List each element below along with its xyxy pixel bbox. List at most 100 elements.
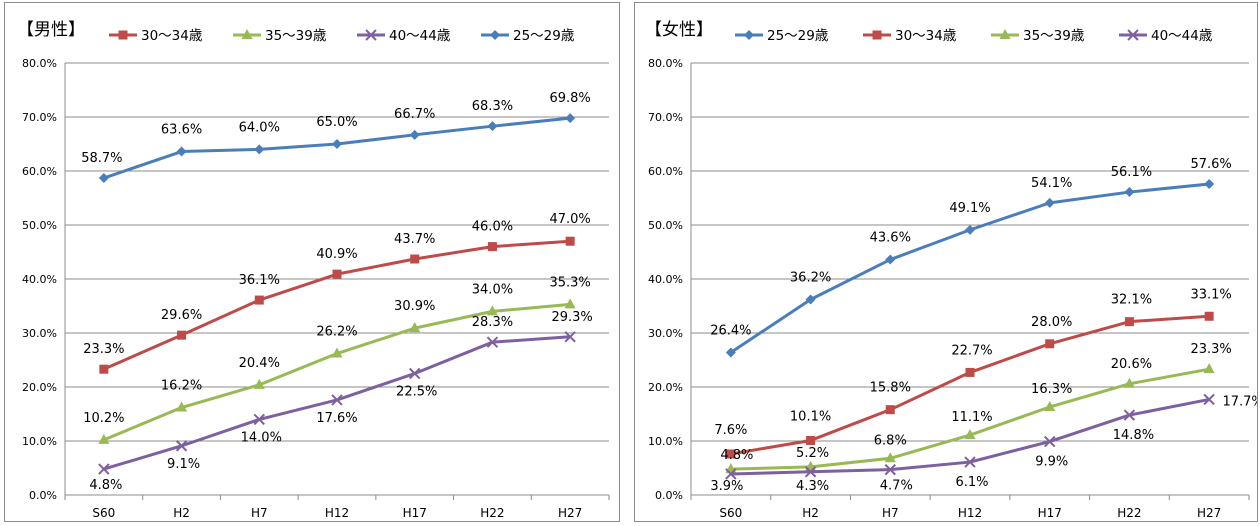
male-data-point-age-40-44 <box>253 413 265 426</box>
male-data-point-age-30-34 <box>332 269 342 279</box>
female-data-point-age-30-34 <box>1124 317 1134 327</box>
female-chart-panel: 【女性】 25〜29歳 30〜34歳 35〜39歳 40〜44歳 0.0% 10.0% 20.… <box>634 2 1260 522</box>
female-x-tick-label: H12 <box>958 506 982 520</box>
female-data-label-age-35-39: 4.8% <box>720 448 753 463</box>
male-chart: 【男性】 30〜34歳 35〜39歳 40〜44歳 25〜29歳 0.0% 10.0% 20.… <box>17 20 610 520</box>
female-data-label-age-30-34: 22.7% <box>951 343 992 358</box>
female-data-label-age-25-29: 36.2% <box>790 271 831 286</box>
female-legend-item-age-35-39: 35〜39歳 <box>991 28 1085 44</box>
female-legend-label-age-40-44: 40〜44歳 <box>1151 28 1213 44</box>
female-data-label-age-30-34: 33.1% <box>1190 287 1231 302</box>
male-data-label-age-35-39: 30.9% <box>394 299 435 314</box>
male-data-point-age-40-44 <box>331 394 343 406</box>
female-data-label-age-30-34: 32.1% <box>1111 293 1152 308</box>
female-data-point-age-25-29 <box>965 224 975 235</box>
male-data-point-age-35-39 <box>409 322 421 333</box>
female-x-tick-label: H7 <box>882 506 899 520</box>
male-data-point-age-25-29 <box>565 113 576 124</box>
male-data-label-age-30-34: 23.3% <box>83 342 124 357</box>
male-data-label-age-40-44: 17.6% <box>316 411 357 426</box>
male-data-label-age-25-29: 63.6% <box>161 123 202 138</box>
male-x-tick-label: H7 <box>251 506 268 520</box>
female-x-tick-label: S60 <box>719 506 742 520</box>
male-data-point-age-40-44 <box>409 367 421 380</box>
female-data-point-age-35-39 <box>1044 400 1056 411</box>
female-legend-label-age-30-34: 30〜34歳 <box>895 28 957 44</box>
male-y-tick-label: 60.0% <box>22 165 57 178</box>
female-series-age-40-44 <box>725 393 1215 480</box>
male-data-label-age-25-29: 68.3% <box>472 99 513 114</box>
male-legend-marker-age-25-29 <box>490 30 500 40</box>
female-y-tick-label: 80.0% <box>648 57 683 70</box>
male-data-label-age-40-44: 4.8% <box>89 478 122 493</box>
male-data-point-age-35-39 <box>564 298 576 309</box>
male-legend-marker-age-40-44 <box>365 29 377 41</box>
male-data-label-age-25-29: 65.0% <box>316 115 357 130</box>
male-data-label-age-25-29: 66.7% <box>394 107 435 122</box>
female-data-point-age-35-39 <box>964 429 976 440</box>
male-x-tick-label: H27 <box>558 506 582 520</box>
male-legend-marker-age-35-39 <box>241 29 253 39</box>
male-legend-item-age-30-34: 30〜34歳 <box>109 28 203 44</box>
female-legend-marker-age-40-44 <box>1127 29 1139 41</box>
female-data-point-age-25-29 <box>805 294 816 305</box>
female-legend-item-age-30-34: 30〜34歳 <box>863 28 957 44</box>
female-data-point-age-40-44 <box>1044 435 1056 448</box>
female-legend-item-age-25-29: 25〜29歳 <box>735 28 829 44</box>
male-data-point-age-30-34 <box>254 295 264 305</box>
male-data-label-age-40-44: 29.3% <box>551 310 592 325</box>
female-x-tick-label: H2 <box>802 506 819 520</box>
female-data-point-age-25-29 <box>1204 178 1215 189</box>
male-data-point-age-40-44 <box>486 336 499 348</box>
male-data-point-age-25-29 <box>332 139 342 149</box>
male-data-point-age-25-29 <box>254 144 265 155</box>
male-x-tick-label: S60 <box>92 506 115 520</box>
female-y-tick-label: 60.0% <box>648 165 683 178</box>
female-data-label-age-35-39: 16.3% <box>1031 382 1072 397</box>
female-data-point-age-40-44 <box>804 466 817 478</box>
male-data-label-age-30-34: 40.9% <box>316 247 357 262</box>
male-data-point-age-35-39 <box>253 378 265 389</box>
male-y-tick-label: 0.0% <box>29 489 57 502</box>
male-data-label-age-35-39: 10.2% <box>83 411 124 426</box>
male-data-label-age-25-29: 58.7% <box>81 151 122 166</box>
male-series-age-30-34 <box>99 236 575 374</box>
female-data-point-age-35-39 <box>884 452 896 463</box>
female-legend-item-age-40-44: 40〜44歳 <box>1119 28 1213 44</box>
male-data-label-age-30-34: 29.6% <box>161 308 202 323</box>
female-data-point-age-30-34 <box>965 367 975 377</box>
male-chart-title: 【男性】 <box>17 20 85 40</box>
female-data-point-age-40-44 <box>884 463 896 476</box>
female-data-label-age-40-44: 17.7% <box>1222 394 1257 409</box>
female-data-label-age-35-39: 5.2% <box>796 446 829 461</box>
female-y-tick-label: 30.0% <box>648 327 683 340</box>
female-series-age-25-29 <box>725 178 1215 358</box>
male-data-label-age-35-39: 16.2% <box>161 379 202 394</box>
female-data-label-age-40-44: 4.3% <box>796 479 829 494</box>
male-data-point-age-25-29 <box>176 146 187 157</box>
male-legend-item-age-25-29: 25〜29歳 <box>481 28 575 44</box>
male-x-tick-label: H17 <box>403 506 427 520</box>
female-data-point-age-25-29 <box>885 254 896 265</box>
male-data-point-age-35-39 <box>176 401 188 412</box>
female-data-label-age-30-34: 15.8% <box>870 381 911 396</box>
male-data-point-age-30-34 <box>99 364 109 374</box>
male-legend-label-age-35-39: 35〜39歳 <box>265 28 327 44</box>
male-legend-marker-age-30-34 <box>118 30 128 40</box>
male-chart-panel: 【男性】 30〜34歳 35〜39歳 40〜44歳 25〜29歳 0.0% 10.0% 20.… <box>4 2 620 522</box>
male-y-tick-label: 80.0% <box>22 57 57 70</box>
male-data-point-age-30-34 <box>565 236 575 246</box>
male-data-label-age-35-39: 34.0% <box>472 282 513 297</box>
female-x-tick-label: H27 <box>1197 506 1221 520</box>
female-data-point-age-35-39 <box>1203 363 1215 374</box>
female-data-label-age-40-44: 14.8% <box>1113 428 1154 443</box>
female-y-tick-label: 0.0% <box>655 489 683 502</box>
female-data-label-age-40-44: 6.1% <box>955 475 988 490</box>
male-data-point-age-25-29 <box>487 121 498 132</box>
female-data-point-age-40-44 <box>1123 409 1136 421</box>
male-data-label-age-40-44: 22.5% <box>396 385 437 400</box>
male-data-label-age-40-44: 9.1% <box>167 457 200 472</box>
female-data-point-age-30-34 <box>885 405 895 415</box>
female-y-tick-label: 50.0% <box>648 219 683 232</box>
male-data-point-age-25-29 <box>98 173 109 184</box>
